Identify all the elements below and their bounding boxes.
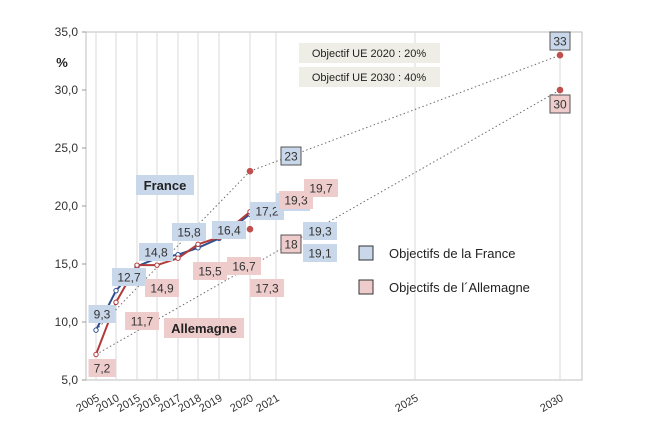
y-tick-label: 20,0 (55, 199, 79, 213)
data-labels: 9,3 12,714,8 15,8 16,4 17,2 19,3 19,3 19,1 7,2 11… (88, 31, 571, 377)
target-point-germany (246, 225, 254, 233)
trend-line-france (249, 54, 561, 172)
data-label-france: 19,3 (308, 225, 332, 239)
legend-label-germany: Objectifs de l´Allemagne (389, 280, 530, 295)
data-label-france: 17,2 (255, 205, 279, 219)
france-tag: France (144, 178, 187, 193)
germany-tag: Allemagne (171, 321, 237, 336)
data-point-france (113, 287, 119, 294)
data-label-germany: 15,5 (198, 265, 222, 279)
data-label-germany-box (227, 257, 261, 275)
y-tick-label: 5,0 (61, 373, 78, 387)
data-label-germany: 7,2 (94, 362, 111, 376)
data-label-germany-box (250, 279, 284, 297)
x-tick-label: 2021 (254, 392, 281, 415)
target-label-germany-box (549, 94, 571, 114)
trend-line-germany (95, 89, 561, 355)
data-label-germany: 14,9 (150, 282, 174, 296)
data-label-germany-box (193, 262, 227, 280)
legend-label-france: Objectifs de la France (389, 246, 515, 261)
data-label-france: 14,8 (144, 246, 168, 260)
data-label-germany: 16,7 (232, 260, 256, 274)
target-label-germany: 30 (553, 98, 567, 112)
target-point-france (556, 51, 564, 59)
y-tick-label: 35,0 (55, 25, 79, 39)
data-label-france: 16,4 (217, 224, 241, 238)
target-point-germany (556, 86, 564, 94)
data-label-france: 9,3 (94, 308, 111, 322)
x-tick-label: 2020 (228, 392, 255, 415)
germany-tag-box (164, 318, 244, 338)
data-label-france-box (172, 223, 206, 241)
legend-swatch-germany (358, 279, 374, 295)
eu-2020-note: Objectif UE 2020 : 20% (312, 48, 427, 60)
legend-swatch-france (358, 245, 374, 261)
eu-2020-note-box (299, 43, 440, 63)
annotations: Objectif UE 2020 : 20% Objectif UE 2030 :… (136, 43, 440, 338)
data-label-germany: 17,3 (255, 282, 279, 296)
data-point-germany (93, 351, 99, 358)
target-point-france (246, 167, 254, 175)
x-tick-label: 2030 (538, 392, 565, 415)
y-axis-label: % (56, 55, 68, 70)
data-label-france-box (88, 305, 116, 323)
data-label-france-box (250, 202, 284, 220)
x-tick-label: 2019 (197, 392, 224, 415)
eu-2030-note: Objectif UE 2030 : 40% (312, 72, 427, 84)
data-label-germany-box (125, 312, 159, 330)
trend-line-france (95, 170, 251, 331)
data-label-france-box (139, 243, 173, 261)
target-label-france-box (280, 146, 302, 166)
data-point-germany (195, 241, 201, 247)
data-label-france: 12,7 (117, 271, 141, 285)
data-label-france-box (303, 222, 337, 240)
data-label-germany: 19,3 (284, 194, 308, 208)
data-label-france-box (112, 268, 146, 286)
data-label-france-box (303, 244, 337, 262)
target-label-france: 33 (553, 35, 567, 49)
trend-lines (95, 54, 561, 355)
y-tick-label: 30,0 (55, 83, 79, 97)
data-label-germany: 11,7 (131, 315, 154, 329)
france-tag-box (136, 175, 194, 195)
data-point-france (93, 327, 99, 333)
data-label-germany-box (304, 179, 338, 197)
x-tick-label: 2025 (393, 392, 420, 415)
y-tick-label: 10,0 (55, 315, 79, 329)
data-label-france-box (212, 221, 246, 239)
target-label-germany-box (280, 234, 302, 254)
legend: Objectifs de la France Objectifs de l´All… (358, 245, 530, 295)
data-label-france: 15,8 (177, 226, 201, 240)
data-label-germany-box (145, 279, 179, 297)
data-label-germany: 19,7 (309, 182, 333, 196)
target-label-france-box (549, 31, 571, 51)
data-label-france: 19,1 (308, 247, 332, 261)
data-point-germany (154, 262, 160, 268)
y-tick-label: 15,0 (55, 257, 79, 271)
eu-2030-note-box (299, 67, 440, 87)
target-label-france: 23 (284, 150, 298, 164)
data-point-germany (113, 299, 119, 305)
data-point-germany (134, 262, 140, 268)
y-tick-label: 25,0 (55, 141, 79, 155)
data-point-germany (175, 255, 181, 261)
target-label-germany: 18 (284, 238, 298, 252)
data-label-germany-box (88, 359, 116, 377)
